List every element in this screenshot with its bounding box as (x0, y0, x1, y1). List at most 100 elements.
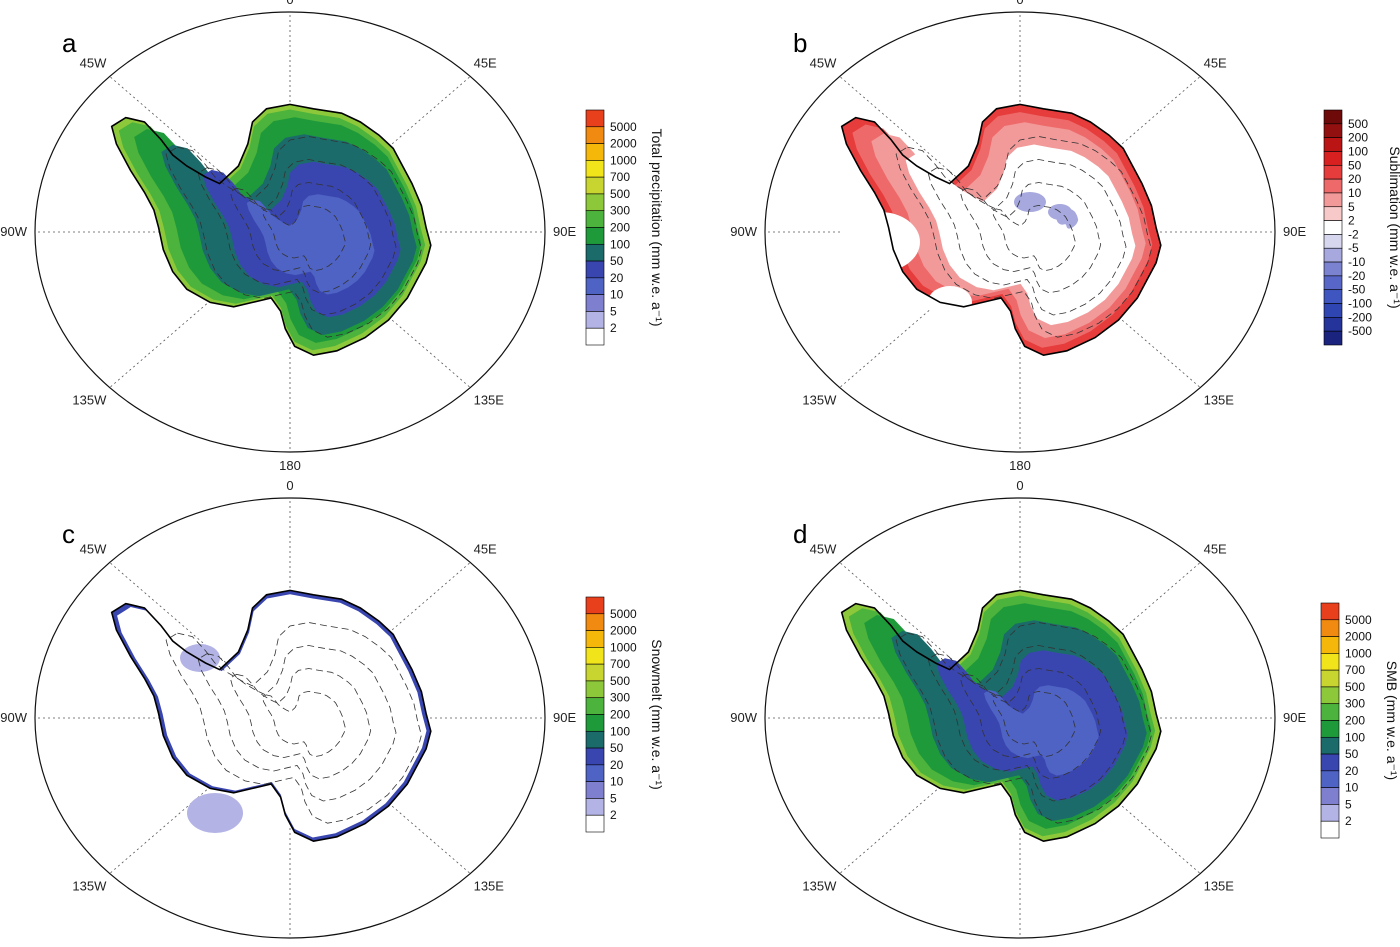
colorbar-swatch (1320, 703, 1340, 721)
colorbar-tick-label: 5 (610, 791, 617, 805)
colorbar-title: SMB (mm w.e. a⁻¹) (1384, 661, 1400, 780)
colorbar-swatch (585, 227, 605, 245)
colorbar-c: 5000 2000 1000 700 500 300 200 100 50 20 10 5 2 Snowm… (585, 596, 665, 833)
colorbar-swatch (1323, 137, 1343, 152)
longitude-label: 90W (0, 224, 27, 239)
colorbar-swatch (1320, 770, 1340, 788)
map-panel-c: c 0 45E 90E 135E 180 135W 90W 45W 5000 2000 1000 700… (0, 478, 665, 947)
colorbar-swatch (1323, 123, 1343, 138)
colorbar-tick-label: 5000 (1345, 613, 1372, 627)
colorbar-swatch (585, 160, 605, 178)
longitude-label: 90W (730, 224, 757, 239)
colorbar-swatch (1320, 720, 1340, 738)
colorbar-swatch (1323, 303, 1343, 318)
longitude-label: 180 (1009, 944, 1031, 947)
colorbar-tick-label: 200 (610, 708, 630, 722)
map-panel-d: d 0 45E 90E 135E 180 135W 90W 45W 5000 2000 1000 700… (730, 478, 1400, 947)
colorbar-swatch (585, 277, 605, 295)
colorbar-tick-label: 100 (1348, 144, 1368, 158)
colorbar-tick-label: -5 (1348, 241, 1359, 255)
elevation-contour (197, 159, 397, 316)
colorbar-swatch (585, 294, 605, 312)
colorbar-swatch (1323, 220, 1343, 235)
colorbar-tick-label: 2000 (610, 624, 637, 638)
colorbar-tick-label: 500 (1345, 680, 1365, 694)
colorbar-tick-label: -50 (1348, 283, 1366, 297)
colorbar-tick-label: 1000 (610, 640, 637, 654)
colorbar-tick-label: -10 (1348, 255, 1366, 269)
colorbar-swatch (1323, 317, 1343, 332)
longitude-label: 0 (1016, 0, 1023, 7)
colorbar-tick-label: 200 (1348, 131, 1368, 145)
colorbar-tick-label: -200 (1348, 310, 1372, 324)
longitude-label: 135W (72, 392, 107, 407)
colorbar-swatch (1323, 247, 1343, 263)
longitude-label: 90E (553, 710, 576, 725)
colorbar-tick-label: 10 (610, 775, 624, 789)
colorbar-tick-label: 2 (1348, 214, 1355, 228)
longitude-label: 180 (279, 458, 301, 473)
colorbar-swatch (1323, 275, 1343, 291)
elevation-contour (261, 690, 346, 758)
colorbar-swatch (585, 176, 605, 195)
colorbar-tick-label: 50 (610, 254, 624, 268)
colorbar-swatch (585, 747, 605, 766)
longitude-label: 90E (1283, 710, 1306, 725)
colorbar-swatch (1323, 261, 1343, 277)
longitude-label: 0 (1016, 478, 1023, 493)
longitude-label: 45W (80, 542, 107, 557)
colorbar-tick-label: 700 (1345, 663, 1365, 677)
elevation-contour (959, 182, 1102, 294)
panel-letter: a (62, 28, 77, 58)
longitude-label: 180 (279, 944, 301, 947)
colorbar-swatch (1320, 602, 1340, 621)
colorbar-tick-label: 200 (610, 221, 630, 235)
colorbar-swatch (1320, 619, 1340, 637)
colorbar-title: Total precipitation (mm w.e. a⁻¹) (649, 128, 665, 326)
colorbar-swatch (585, 260, 605, 279)
colorbar-tick-label: 10 (1348, 186, 1362, 200)
elevation-contour (927, 645, 1127, 802)
colorbar-swatch (1320, 653, 1340, 671)
colorbar-tick-label: 2 (610, 321, 617, 335)
panel-letter: d (793, 519, 807, 549)
longitude-label: 180 (1009, 458, 1031, 473)
elevation-contour (165, 622, 422, 824)
panel-letter: c (62, 519, 75, 549)
longitude-label: 45W (80, 56, 107, 71)
colorbar-swatch (1323, 206, 1343, 221)
colorbar-swatch (585, 327, 605, 346)
longitude-label: 135E (474, 878, 505, 893)
field-contour (984, 685, 1099, 776)
colorbar-swatch (1323, 330, 1343, 346)
colorbar-swatch (585, 697, 605, 715)
colorbar-swatch (585, 630, 605, 648)
elevation-contour (895, 136, 1152, 338)
longitude-label: 90E (553, 224, 576, 239)
longitude-label: 0 (286, 478, 293, 493)
longitude-label: 0 (286, 0, 293, 7)
elevation-contour (229, 182, 372, 294)
colorbar-d: 5000 2000 1000 700 500 300 200 100 50 20 10 5 2 SMB (… (1320, 602, 1400, 839)
colorbar-swatch (585, 143, 605, 161)
colorbar-swatch (1323, 289, 1343, 304)
field-patch (1014, 192, 1046, 212)
colorbar-swatch (585, 193, 605, 212)
colorbar-swatch (585, 730, 605, 749)
colorbar-swatch (1320, 686, 1340, 705)
colorbar-swatch (585, 210, 605, 228)
colorbar-swatch (1323, 164, 1343, 180)
colorbar-swatch (1320, 669, 1340, 688)
field-contour (246, 194, 375, 295)
colorbar-tick-label: 5 (1345, 797, 1352, 811)
field-patch (840, 212, 920, 272)
coastline (840, 103, 1162, 357)
colorbar-swatch (585, 311, 605, 329)
colorbar-tick-label: 2000 (1345, 630, 1372, 644)
colorbar-tick-label: 50 (610, 741, 624, 755)
colorbar-tick-label: -20 (1348, 269, 1366, 283)
colorbar-b: 50020010050201052-2-5-10-20-50-100-200-5… (1323, 109, 1400, 346)
longitude-label: 90W (0, 710, 27, 725)
colorbar-tick-label: 300 (610, 204, 630, 218)
